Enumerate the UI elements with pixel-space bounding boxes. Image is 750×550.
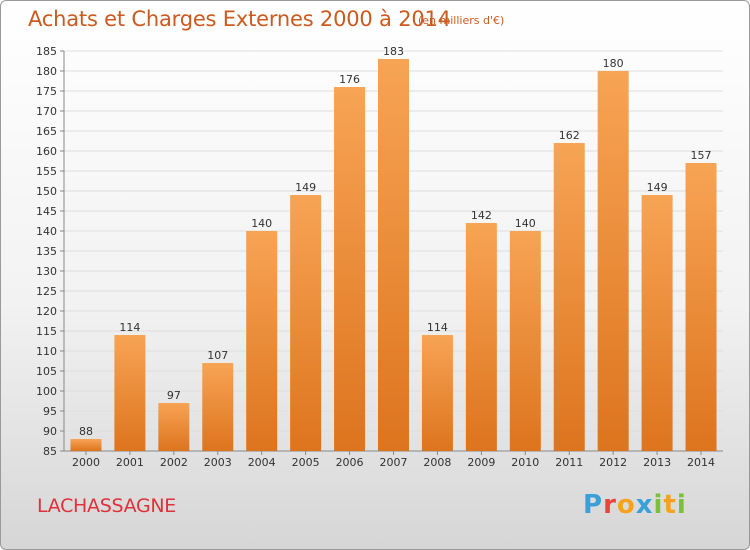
bar (597, 71, 629, 451)
x-tick-label: 2003 (204, 456, 232, 469)
commune-name: LACHASSAGNE (37, 495, 177, 517)
bar (246, 231, 278, 451)
x-tick-label: 2011 (555, 456, 583, 469)
bar (290, 195, 322, 451)
data-label: 114 (427, 321, 448, 334)
x-tick-label: 2013 (643, 456, 671, 469)
bar (553, 143, 585, 451)
y-tick-label: 180 (36, 65, 57, 78)
logo-letter: x (635, 490, 654, 520)
bar (509, 231, 541, 451)
y-tick-label: 135 (36, 245, 57, 258)
logo-letter: t (663, 490, 677, 520)
x-tick-label: 2004 (248, 456, 276, 469)
bar (641, 195, 673, 451)
y-tick-label: 155 (36, 165, 57, 178)
y-tick-label: 105 (36, 365, 57, 378)
x-tick-label: 2008 (423, 456, 451, 469)
data-label: 180 (603, 57, 624, 70)
data-label: 114 (119, 321, 140, 334)
x-tick-label: 2005 (292, 456, 320, 469)
bar (70, 439, 102, 451)
x-tick-label: 2009 (467, 456, 495, 469)
y-tick-label: 120 (36, 305, 57, 318)
data-label: 140 (515, 217, 536, 230)
data-label: 149 (295, 181, 316, 194)
data-label: 149 (647, 181, 668, 194)
data-labels: 88 114 97 107 140 149 176 183 114 142 140 162 180 149… (79, 45, 712, 438)
data-label: 107 (207, 349, 228, 362)
y-tick-label: 175 (36, 85, 57, 98)
data-label: 142 (471, 209, 492, 222)
data-label: 157 (691, 149, 712, 162)
logo-letter: P (583, 490, 604, 520)
logo-letter: i (653, 490, 664, 520)
y-tick-label: 185 (36, 45, 57, 58)
y-tick-label: 165 (36, 125, 57, 138)
x-tick-label: 2014 (687, 456, 715, 469)
logo-letter: o (616, 490, 636, 520)
y-tick-label: 85 (43, 445, 57, 458)
x-tick-label: 2010 (511, 456, 539, 469)
bar (421, 335, 453, 451)
data-label: 162 (559, 129, 580, 142)
bar (114, 335, 146, 451)
bar (685, 163, 717, 451)
y-tick-label: 140 (36, 225, 57, 238)
y-tick-label: 90 (43, 425, 57, 438)
bar (334, 87, 366, 451)
data-label: 88 (79, 425, 93, 438)
x-tick-label: 2000 (72, 456, 100, 469)
chart-title: Achats et Charges Externes 2000 à 2014 (28, 7, 451, 31)
y-tick-label: 150 (36, 185, 57, 198)
x-tick-label: 2001 (116, 456, 144, 469)
x-tick-label: 2006 (336, 456, 364, 469)
data-label: 176 (339, 73, 360, 86)
data-label: 97 (167, 389, 181, 402)
chart-subtitle: (en milliers d'€) (418, 14, 505, 27)
x-tick-label: 2007 (380, 456, 408, 469)
bar (465, 223, 497, 451)
proxiti-logo: Proxiti (583, 490, 687, 520)
bars (70, 59, 717, 451)
data-label: 140 (251, 217, 272, 230)
data-label: 183 (383, 45, 404, 58)
y-tick-label: 125 (36, 285, 57, 298)
logo-letter: r (603, 490, 617, 520)
y-tick-label: 100 (36, 385, 57, 398)
bar (202, 363, 234, 451)
y-tick-label: 115 (36, 325, 57, 338)
bar (158, 403, 190, 451)
bar (378, 59, 409, 451)
y-tick-label: 95 (43, 405, 57, 418)
logo-letter: i (676, 490, 687, 520)
y-tick-label: 145 (36, 205, 57, 218)
x-tick-label: 2002 (160, 456, 188, 469)
y-tick-label: 130 (36, 265, 57, 278)
y-tick-label: 160 (36, 145, 57, 158)
y-tick-label: 110 (36, 345, 57, 358)
x-tick-label: 2012 (599, 456, 627, 469)
y-tick-label: 170 (36, 105, 57, 118)
